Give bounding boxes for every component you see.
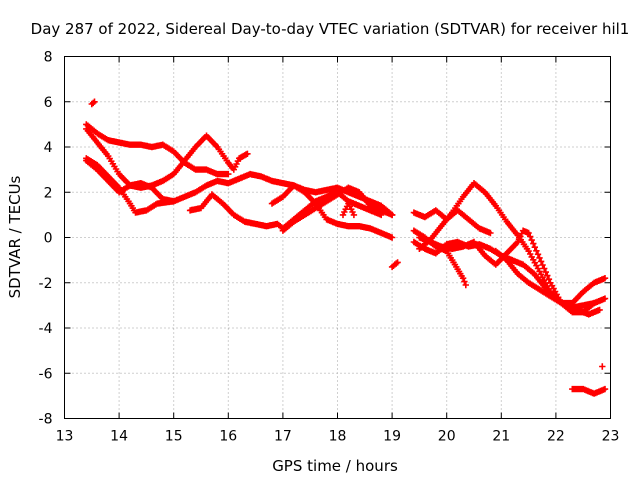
y-tick-label: -2 [39,276,53,292]
x-tick-label: 16 [219,429,237,445]
x-tick-labels: 13 14 15 16 17 18 19 20 21 22 23 [56,429,620,445]
x-tick-label: 20 [438,429,456,445]
axis-ticks [64,56,611,419]
x-tick-label: 22 [547,429,565,445]
chart-title: Day 287 of 2022, Sidereal Day-to-day VTE… [31,20,630,38]
y-axis-label: SDTVAR / TECUs [6,175,24,298]
gridlines [64,56,611,419]
series-track-d [83,157,177,205]
y-tick-label: 6 [44,95,53,111]
x-tick-label: 19 [383,429,401,445]
y-tick-label: -4 [39,321,53,337]
y-tick-label: -6 [39,366,53,382]
x-tick-label: 15 [165,429,183,445]
series-track-q [599,363,606,370]
series-track-o [492,247,609,307]
y-tick-label: -8 [39,412,53,428]
x-axis-label: GPS time / hours [272,457,398,475]
y-tick-label: 8 [44,50,53,66]
series-track-p [569,385,609,397]
series-track-i [388,259,401,271]
x-tick-label: 13 [56,429,74,445]
series-track-r [88,98,98,108]
series-track-b [83,125,251,191]
y-tick-labels: 8 6 4 2 0 -2 -4 -6 -8 [39,50,53,428]
series-track-g [279,184,396,234]
series-track-h [339,200,358,219]
series-track-f [268,182,396,241]
x-tick-label: 18 [329,429,347,445]
y-tick-label: 0 [44,231,53,247]
x-tick-label: 23 [602,429,620,445]
y-tick-label: 2 [44,185,53,201]
data-marks [83,98,609,397]
series-track-n [416,227,609,316]
x-tick-label: 17 [274,429,292,445]
x-tick-label: 21 [492,429,510,445]
x-tick-label: 14 [110,429,128,445]
series-track-a [83,121,232,178]
y-tick-label: 4 [44,140,53,156]
